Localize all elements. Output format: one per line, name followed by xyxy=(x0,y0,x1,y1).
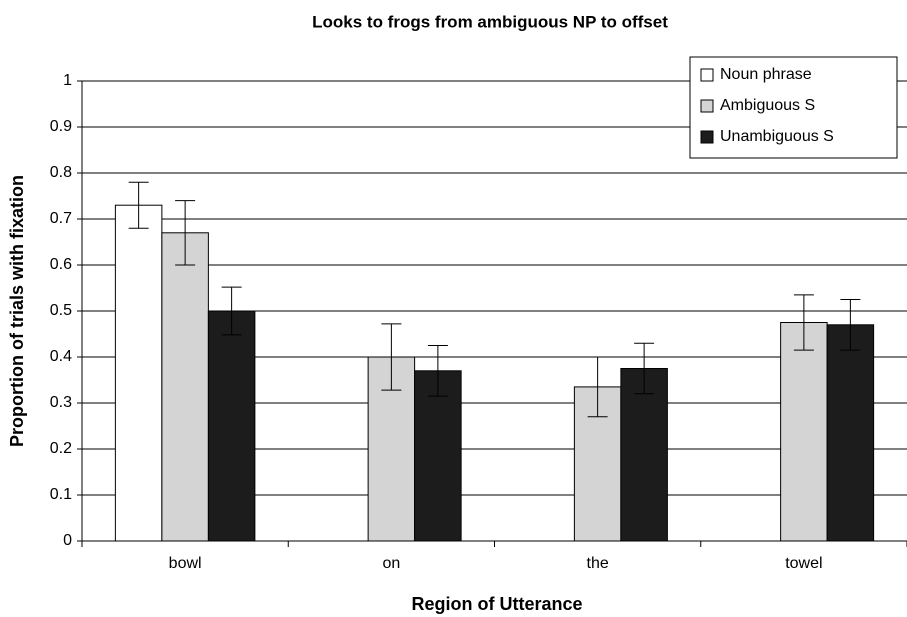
x-tick-label: on xyxy=(382,555,400,572)
x-tick-label: bowl xyxy=(169,555,202,572)
error-bar xyxy=(840,299,861,351)
legend-label: Ambiguous S xyxy=(720,97,815,114)
legend-box xyxy=(689,56,898,159)
error-bar xyxy=(221,286,242,336)
y-tick-label: 1 xyxy=(63,72,72,89)
error-bar xyxy=(587,356,608,418)
error-bar xyxy=(381,323,402,391)
y-tick-label: 0 xyxy=(63,532,72,549)
bar xyxy=(826,324,875,542)
error-bar xyxy=(427,345,448,397)
y-tick-label: 0.3 xyxy=(50,394,72,411)
error-bar xyxy=(175,200,196,266)
legend-label: Noun phrase xyxy=(720,66,812,83)
bar xyxy=(114,204,163,542)
bar xyxy=(207,310,256,542)
y-tick-label: 0.5 xyxy=(50,302,72,319)
error-bar xyxy=(793,294,814,351)
y-tick-label: 0.1 xyxy=(50,486,72,503)
chart-title: Looks to frogs from ambiguous NP to offs… xyxy=(312,12,668,31)
legend-swatch xyxy=(700,68,714,82)
x-tick-label: towel xyxy=(785,555,822,572)
y-tick-label: 0.8 xyxy=(50,164,72,181)
error-bar xyxy=(634,342,655,395)
bar xyxy=(620,368,668,542)
legend-swatch xyxy=(700,99,714,113)
legend-swatch xyxy=(700,130,714,144)
x-tick-label: the xyxy=(587,555,609,572)
x-axis-title: Region of Utterance xyxy=(411,594,582,614)
y-tick-label: 0.4 xyxy=(50,348,72,365)
y-tick-label: 0.7 xyxy=(50,210,72,227)
y-tick-label: 0.9 xyxy=(50,118,72,135)
y-tick-label: 0.2 xyxy=(50,440,72,457)
bar xyxy=(780,322,828,542)
error-bar xyxy=(128,181,149,229)
bar xyxy=(161,232,209,542)
bar xyxy=(414,370,462,542)
y-axis-title: Proportion of trials with fixation xyxy=(7,175,27,447)
legend-label: Unambiguous S xyxy=(720,128,834,145)
y-tick-label: 0.6 xyxy=(50,256,72,273)
